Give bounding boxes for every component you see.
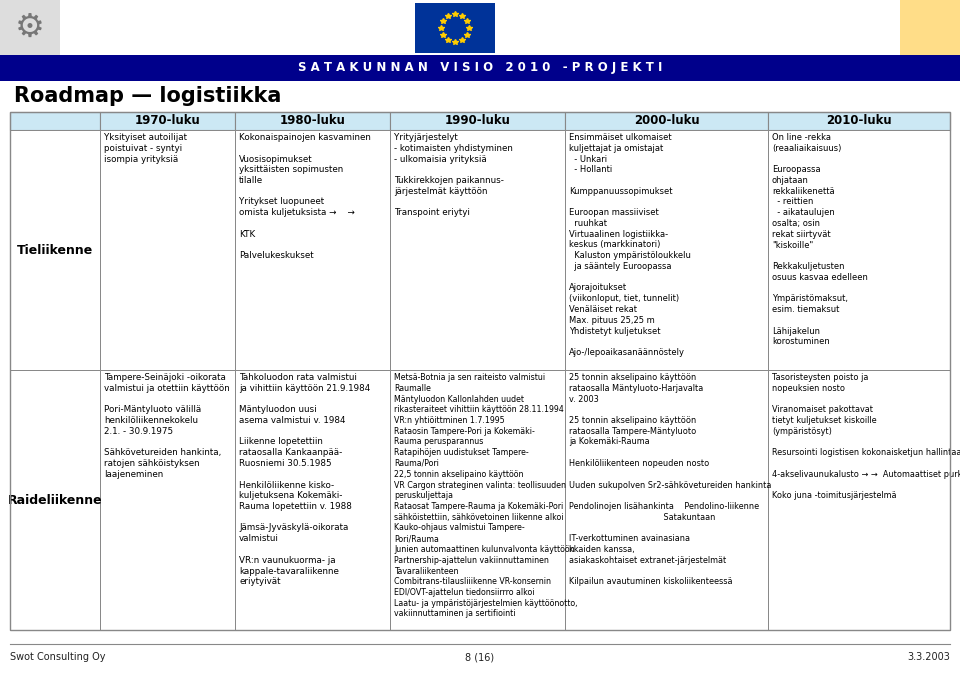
Bar [10, 112, 950, 630]
Bar [768, 370, 950, 630]
Bar [235, 370, 390, 630]
Text: 1990-luku: 1990-luku [444, 115, 511, 128]
Bar [768, 112, 950, 130]
Text: Swot Consulting Oy: Swot Consulting Oy [10, 652, 106, 662]
Text: ⚙: ⚙ [15, 10, 45, 43]
Text: Yksityiset autoilijat
poistuivat - syntyi
isompia yrityksiä: Yksityiset autoilijat poistuivat - synty… [104, 133, 187, 163]
Text: Ensimmäiset ulkomaiset
kuljettajat ja omistajat
  - Unkari
  - Hollanti

Kumppan: Ensimmäiset ulkomaiset kuljettajat ja om… [569, 133, 691, 357]
Text: 2010-luku: 2010-luku [827, 115, 892, 128]
Bar [565, 112, 768, 130]
Bar [100, 130, 235, 370]
Bar [100, 112, 235, 130]
Text: 1980-luku: 1980-luku [279, 115, 346, 128]
Bar [0, 0, 60, 55]
Bar [390, 370, 565, 630]
Bar [768, 130, 950, 370]
Text: 1970-luku: 1970-luku [134, 115, 201, 128]
Bar [900, 0, 960, 55]
Text: 3.3.2003: 3.3.2003 [907, 652, 950, 662]
Bar [10, 370, 100, 630]
Text: Metsä-Botnia ja sen raiteisto valmistui
Raumalle
Mäntyluodon Kallonlahden uudet
: Metsä-Botnia ja sen raiteisto valmistui … [394, 373, 578, 619]
Text: S A T A K U N N A N   V I S I O   2 0 1 0   - P R O J E K T I: S A T A K U N N A N V I S I O 2 0 1 0 - … [298, 62, 662, 75]
Text: Tasoristeysten poisto ja
nopeuksien nosto

Viranomaiset pakottavat
tietyt kuljet: Tasoristeysten poisto ja nopeuksien nost… [772, 373, 960, 500]
Bar [0, 55, 960, 81]
Bar [390, 130, 565, 370]
Bar [10, 130, 100, 370]
Text: 25 tonnin akselipaino käyttöön
rataosalla Mäntyluoto-Harjavalta
v. 2003

25 tonn: 25 tonnin akselipaino käyttöön rataosall… [569, 373, 772, 587]
Text: Raideliikenne: Raideliikenne [8, 493, 103, 506]
Text: 2000-luku: 2000-luku [634, 115, 699, 128]
Bar [100, 370, 235, 630]
Text: Tieliikenne: Tieliikenne [17, 244, 93, 257]
Text: 8 (16): 8 (16) [466, 652, 494, 662]
Bar [565, 370, 768, 630]
Bar [415, 3, 495, 53]
Text: Roadmap — logistiikka: Roadmap — logistiikka [14, 86, 281, 106]
Text: Kokonaispainojen kasvaminen

Vuosisopimukset
yksittäisten sopimusten
tilalle

Yr: Kokonaispainojen kasvaminen Vuosisopimuk… [239, 133, 371, 260]
Text: Tahkoluodon rata valmistui
ja vihittiin käyttöön 21.9.1984

Mäntyluodon uusi
ase: Tahkoluodon rata valmistui ja vihittiin … [239, 373, 371, 587]
Bar [235, 130, 390, 370]
Bar [565, 130, 768, 370]
Text: Yrityjärjestelyt
- kotimaisten yhdistyminen
- ulkomaisia yrityksiä

Tukkirekkoje: Yrityjärjestelyt - kotimaisten yhdistymi… [394, 133, 513, 217]
Text: Tampere-Seinäjoki -oikorata
valmistui ja otettiin käyttöön

Pori-Mäntyluoto väli: Tampere-Seinäjoki -oikorata valmistui ja… [104, 373, 229, 479]
Bar [10, 112, 100, 130]
Text: On line -rekka
(reaaliaikaisuus)

Euroopassa
ohjataan
rekkaliikenettä
  - reitti: On line -rekka (reaaliaikaisuus) Euroopa… [772, 133, 868, 346]
Bar [390, 112, 565, 130]
Bar [235, 112, 390, 130]
